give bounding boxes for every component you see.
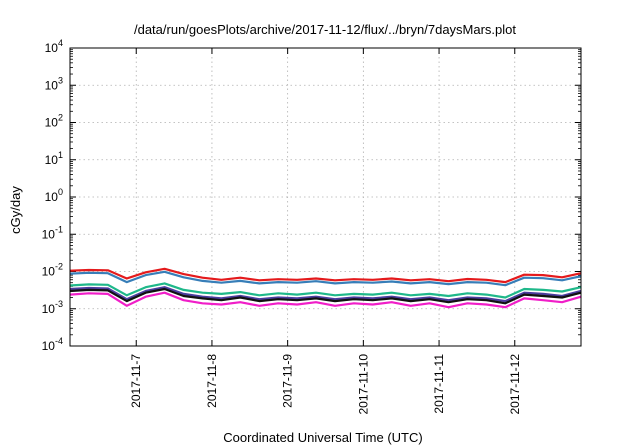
series-line <box>69 286 582 303</box>
x-tick-label: 2017-11-12 <box>508 354 522 415</box>
y-tick-label: 103 <box>45 75 63 92</box>
x-tick-label: 2017-11-7 <box>129 354 143 408</box>
y-tick-label: 10-1 <box>42 224 63 241</box>
x-tick-label: 2017-11-9 <box>281 354 295 408</box>
x-tick-label: 2017-11-8 <box>205 354 219 408</box>
y-tick-label: 10-2 <box>42 262 63 279</box>
y-tick-labels: 10-4 10-3 10-2 10-1 100 101 102 103 104 <box>42 38 63 353</box>
series-lines <box>69 267 582 309</box>
x-tick-label: 2017-11-10 <box>356 354 370 415</box>
series-line <box>69 287 582 305</box>
series-line <box>69 291 582 309</box>
y-tick-label: 101 <box>45 150 63 167</box>
y-tick-label: 102 <box>45 113 63 130</box>
series-line <box>69 282 582 299</box>
x-axis-label: Coordinated Universal Time (UTC) <box>223 430 422 445</box>
y-axis-label: cGy/day <box>8 186 23 234</box>
y-tick-label: 100 <box>45 187 63 204</box>
y-tick-label: 10-3 <box>42 299 63 316</box>
chart-title: /data/run/goesPlots/archive/2017-11-12/f… <box>134 22 516 37</box>
series-line <box>69 267 582 284</box>
plot-frame <box>69 47 582 347</box>
series-line <box>69 270 582 287</box>
y-tick-label: 104 <box>45 38 63 55</box>
y-tick-label: 10-4 <box>42 336 63 353</box>
x-tick-label: 2017-11-11 <box>432 354 446 414</box>
x-tick-labels: 2017-11-7 2017-11-8 2017-11-9 2017-11-10 201… <box>129 354 522 415</box>
